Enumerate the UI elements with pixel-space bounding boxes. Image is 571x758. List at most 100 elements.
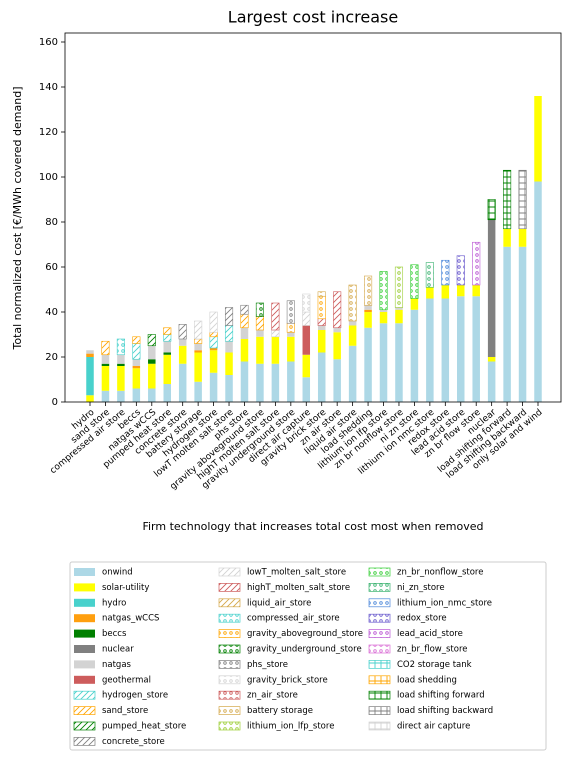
bar-segment [518, 246, 527, 402]
bar-segment [302, 293, 311, 313]
bar-segment [302, 354, 311, 378]
bar-segment [148, 345, 156, 360]
bar-segment [163, 327, 172, 335]
bar-segment [240, 304, 249, 315]
legend-swatch [74, 568, 95, 576]
bar-segment [209, 372, 218, 402]
bar-segment [256, 330, 264, 337]
legend-swatch [218, 675, 241, 685]
bar-segment [302, 377, 311, 402]
legend-label: zn_br_nonflow_store [397, 568, 483, 578]
bar-segment [348, 284, 357, 322]
bar-segment [240, 327, 249, 339]
bar-segment [317, 330, 326, 353]
legend-label: hydrogen_store [102, 691, 168, 701]
bar-segment [348, 345, 357, 402]
legend-swatch [218, 629, 241, 638]
legend-label: gravity_underground_store [247, 645, 362, 655]
bar-segment [333, 359, 341, 402]
legend-swatch [368, 629, 391, 638]
bar-segment [348, 325, 357, 346]
legend-label: lithium_ion_nmc_store [397, 598, 492, 608]
bar-segment [163, 384, 171, 402]
bar-segment [225, 341, 233, 353]
legend-label: natgas_wCCS [102, 614, 159, 624]
legend-label: liquid_air_store [247, 598, 311, 608]
bar-segment [178, 363, 187, 402]
legend-swatch [74, 645, 95, 653]
bar-segment [209, 336, 218, 349]
legend-swatch [74, 598, 95, 607]
plot-frame [64, 32, 562, 403]
legend-swatch [218, 583, 241, 592]
bar-segment [426, 287, 434, 299]
bar-segment [132, 336, 141, 344]
bar-segment [426, 298, 434, 402]
legend-swatch [368, 613, 391, 623]
legend-label: lead_acid_store [397, 629, 463, 639]
legend-label: compressed_air_store [247, 614, 340, 624]
bars [86, 96, 542, 402]
legend-swatch [74, 583, 95, 592]
bar-segment [224, 307, 234, 326]
bar-segment [101, 390, 110, 402]
bar-segment [348, 321, 357, 326]
bar-segment [148, 363, 156, 389]
bar-segment [487, 219, 496, 357]
legend-swatch [368, 598, 391, 608]
bar-segment [101, 363, 110, 366]
legend-swatch [74, 614, 95, 623]
legend-label: direct air capture [397, 722, 470, 732]
y-tick-label: 100 [39, 172, 58, 183]
y-tick-label: 20 [45, 352, 58, 363]
bar-segment [394, 266, 404, 308]
bar-segment [487, 361, 496, 402]
bar-segment [395, 307, 403, 310]
bar-segment [286, 300, 295, 324]
legend-swatch [368, 660, 391, 669]
bar-segment [317, 325, 326, 330]
legend-swatch [368, 675, 391, 685]
bar-segment [534, 181, 542, 402]
bar-segment [333, 291, 342, 329]
bar-segment [410, 264, 419, 299]
legend-label: beccs [102, 629, 127, 639]
bar-segment [472, 285, 480, 297]
bar-segment [472, 241, 481, 286]
y-tick-label: 160 [39, 37, 58, 48]
bar-segment [86, 350, 94, 354]
legend-label: phs_store [247, 660, 288, 670]
bar-segment [117, 366, 125, 391]
bar-segment [457, 285, 465, 297]
bar-segment [441, 298, 450, 402]
y-tick-label: 140 [39, 82, 58, 93]
bar-segment [101, 354, 110, 364]
bar-segment [163, 352, 171, 355]
bar-segment [163, 354, 171, 384]
bar-segment [302, 311, 311, 326]
bar-segment [101, 340, 110, 356]
bar-segment [86, 357, 94, 396]
bar-segment [271, 329, 280, 338]
bar-segment [472, 296, 480, 402]
legend-swatch [218, 721, 241, 731]
y-tick-label: 40 [45, 307, 58, 318]
bar-segment [209, 348, 218, 351]
legend-label: sand_store [102, 706, 148, 716]
x-axis-label: Firm technology that increases total cos… [142, 520, 483, 533]
legend-swatch [73, 706, 96, 715]
bar-segment [132, 343, 141, 360]
bar-segment [456, 255, 465, 286]
bar-segment [302, 325, 311, 355]
legend-label: load shedding [397, 675, 457, 685]
bar-segment [117, 390, 125, 402]
legend-swatch [73, 721, 96, 731]
bar-segment [379, 312, 388, 324]
bar-segment [441, 259, 450, 286]
bar-segment [286, 322, 295, 333]
legend-label: nuclear [102, 645, 134, 655]
legend-swatch [218, 690, 241, 700]
bar-segment [518, 169, 527, 230]
bar-segment [333, 327, 341, 333]
